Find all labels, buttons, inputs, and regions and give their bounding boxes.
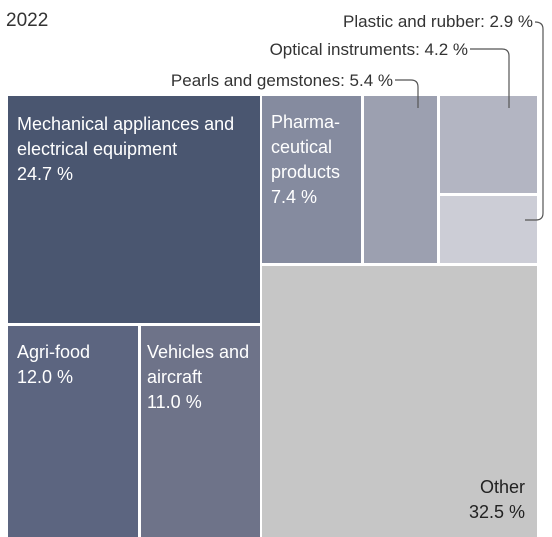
callout-label-pearls-and-gemstones: Pearls and gemstones: 5.4 % — [171, 71, 393, 90]
callout-label-optical-instruments: Optical instruments: 4.2 % — [270, 40, 468, 59]
callout-line-optical-instruments — [470, 48, 510, 108]
tile-agri-food — [8, 326, 138, 537]
tile-mechanical-appliances-and-electrical-equipment — [8, 96, 260, 323]
tile-plastic-and-rubber — [440, 196, 537, 263]
chart-title: 2022 — [6, 10, 48, 31]
tile-pharmaceutical-products — [262, 96, 361, 263]
callout-annotations: Pearls and gemstones: 5.4 % Optical instr… — [171, 12, 544, 221]
tile-other — [262, 266, 537, 537]
tile-label-other: Other 32.5 % — [469, 477, 525, 522]
tile-optical-instruments — [440, 96, 537, 193]
callout-line-plastic-and-rubber — [525, 21, 544, 221]
treemap-tiles: Mechanical appliances and electrical equi… — [8, 96, 537, 537]
callout-line-pearls-and-gemstones — [395, 79, 419, 108]
tile-label-agri-food: Agri-food 12.0 % — [17, 342, 90, 387]
tile-pearls-and-gemstones — [364, 96, 437, 263]
callout-label-plastic-and-rubber: Plastic and rubber: 2.9 % — [343, 12, 533, 31]
tile-label-vehicles-and-aircraft: Vehicles and aircraft 11.0 % — [147, 342, 249, 412]
tile-label-pharmaceutical-products: Pharma-ceutical products 7.4 % — [271, 112, 340, 207]
tile-vehicles-and-aircraft — [141, 326, 260, 537]
tile-label-mechanical-appliances-and-electrical-equipment: Mechanical appliances and electrical equi… — [17, 114, 234, 184]
